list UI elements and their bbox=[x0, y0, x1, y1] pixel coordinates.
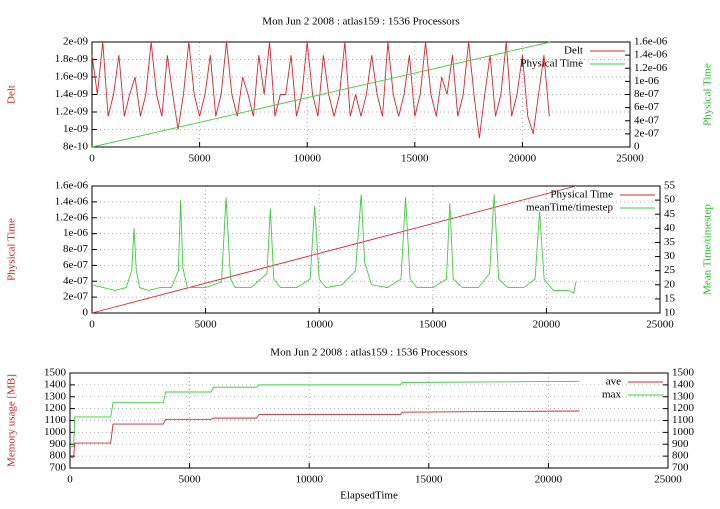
x-tick-label: 0 bbox=[89, 153, 95, 165]
y-tick-label: 1300 bbox=[44, 390, 67, 402]
y2-tick-label: 900 bbox=[672, 438, 689, 450]
y-tick-label: 700 bbox=[50, 462, 67, 474]
y2-tick-label: 50 bbox=[664, 194, 676, 206]
x-tick-label: 0 bbox=[89, 319, 95, 331]
y2-tick-label: 2e-07 bbox=[634, 127, 660, 139]
chart-title: Mon Jun 2 2008 : atlas159 : 1536 Process… bbox=[262, 16, 459, 28]
y2-tick-label: 40 bbox=[664, 222, 676, 234]
y-tick-label: 2e-07 bbox=[63, 291, 89, 303]
y2-tick-label: 800 bbox=[672, 450, 689, 462]
x-tick-label: 10000 bbox=[305, 319, 333, 331]
y-tick-label: 1100 bbox=[44, 414, 66, 426]
y-tick-label: 1.2e-09 bbox=[55, 106, 89, 118]
y-tick-label: 8e-07 bbox=[63, 243, 89, 255]
y-tick-label: 1500 bbox=[44, 367, 67, 379]
x-tick-label: 20000 bbox=[535, 474, 563, 486]
y2-tick-label: 1200 bbox=[672, 402, 695, 414]
plot-frame bbox=[69, 372, 669, 469]
y-tick-label: 8e-10 bbox=[63, 141, 89, 153]
x-axis-label: ElapsedTime bbox=[340, 490, 398, 502]
y2-tick-label: 1e-06 bbox=[634, 75, 660, 87]
x-tick-label: 10000 bbox=[295, 474, 323, 486]
plot-frame bbox=[91, 41, 631, 148]
y2-tick-label: 0 bbox=[634, 141, 640, 153]
y-tick-label: 800 bbox=[50, 450, 67, 462]
y-tick-label: 1e-09 bbox=[63, 123, 89, 135]
y2-tick-label: 1100 bbox=[672, 414, 694, 426]
y-tick-label: 1e-06 bbox=[63, 227, 89, 239]
y-tick-label: 1.6e-09 bbox=[55, 71, 89, 83]
y2-tick-label: 1000 bbox=[672, 426, 695, 438]
y2-tick-label: 15 bbox=[664, 292, 676, 304]
y2-tick-label: 1300 bbox=[672, 390, 695, 402]
legend-label: Delt bbox=[564, 45, 583, 57]
y2-tick-label: 1.2e-06 bbox=[634, 62, 668, 74]
legend-label: Physical Time bbox=[550, 189, 613, 201]
y2-tick-label: 4e-07 bbox=[634, 114, 660, 126]
y2-tick-label: 1400 bbox=[672, 378, 695, 390]
y-axis-label: Physical Time bbox=[6, 218, 18, 281]
legend-label: max bbox=[602, 389, 621, 401]
y-tick-label: 4e-07 bbox=[63, 275, 89, 287]
y-axis-label: Delt bbox=[6, 85, 18, 104]
x-tick-label: 0 bbox=[67, 474, 73, 486]
y2-tick-label: 1500 bbox=[672, 367, 695, 379]
y2-tick-label: 30 bbox=[664, 250, 676, 262]
y-tick-label: 2e-09 bbox=[63, 36, 89, 48]
x-tick-label: 25000 bbox=[616, 153, 644, 165]
legend-label: Physical Time bbox=[520, 58, 583, 70]
y2-axis-label: Physical Time bbox=[702, 63, 714, 126]
y-axis-label: Memory usage [MB] bbox=[6, 374, 18, 467]
y-tick-label: 1000 bbox=[44, 426, 67, 438]
series-line bbox=[91, 194, 577, 294]
y-tick-label: 1400 bbox=[44, 378, 67, 390]
y2-tick-label: 700 bbox=[672, 462, 689, 474]
y-tick-label: 1.2e-06 bbox=[55, 211, 89, 223]
x-tick-label: 20000 bbox=[509, 153, 537, 165]
y-tick-label: 1.6e-06 bbox=[55, 180, 89, 192]
y2-tick-label: 20 bbox=[664, 278, 676, 290]
x-tick-label: 25000 bbox=[646, 319, 674, 331]
y2-tick-label: 6e-07 bbox=[634, 101, 660, 113]
series-line bbox=[70, 380, 580, 448]
plot-frame bbox=[91, 185, 661, 314]
y-tick-label: 6e-07 bbox=[63, 259, 89, 271]
x-tick-label: 5000 bbox=[189, 153, 212, 165]
y2-tick-label: 1.4e-06 bbox=[634, 49, 668, 61]
x-tick-label: 20000 bbox=[533, 319, 561, 331]
x-tick-label: 15000 bbox=[419, 319, 447, 331]
x-tick-label: 5000 bbox=[179, 474, 202, 486]
y2-tick-label: 55 bbox=[664, 180, 676, 192]
legend-label: meanTime/timestep bbox=[526, 202, 613, 214]
y-tick-label: 1.4e-09 bbox=[55, 88, 89, 100]
legend-label: ave bbox=[606, 376, 621, 388]
y-tick-label: 0 bbox=[83, 307, 89, 319]
y2-tick-label: 10 bbox=[664, 307, 676, 319]
y2-tick-label: 1.6e-06 bbox=[634, 36, 668, 48]
x-tick-label: 15000 bbox=[401, 153, 429, 165]
series-line bbox=[91, 41, 551, 148]
y2-tick-label: 8e-07 bbox=[634, 88, 660, 100]
series-line bbox=[70, 410, 580, 458]
x-tick-label: 25000 bbox=[654, 474, 682, 486]
y2-tick-label: 45 bbox=[664, 208, 676, 220]
series-line bbox=[91, 185, 577, 314]
x-tick-label: 15000 bbox=[415, 474, 443, 486]
y-tick-label: 1.4e-06 bbox=[55, 195, 89, 207]
series-line bbox=[91, 41, 550, 139]
x-tick-label: 5000 bbox=[195, 319, 218, 331]
y-tick-label: 900 bbox=[50, 438, 67, 450]
y2-tick-label: 25 bbox=[664, 264, 676, 276]
x-tick-label: 10000 bbox=[293, 153, 321, 165]
y2-axis-label: Mean Time/timestep bbox=[702, 204, 714, 295]
chart-title: Mon Jun 2 2008 : atlas159 : 1536 Process… bbox=[270, 347, 467, 359]
y-tick-label: 1200 bbox=[44, 402, 67, 414]
y2-tick-label: 35 bbox=[664, 236, 676, 248]
y-tick-label: 1.8e-09 bbox=[55, 53, 89, 65]
